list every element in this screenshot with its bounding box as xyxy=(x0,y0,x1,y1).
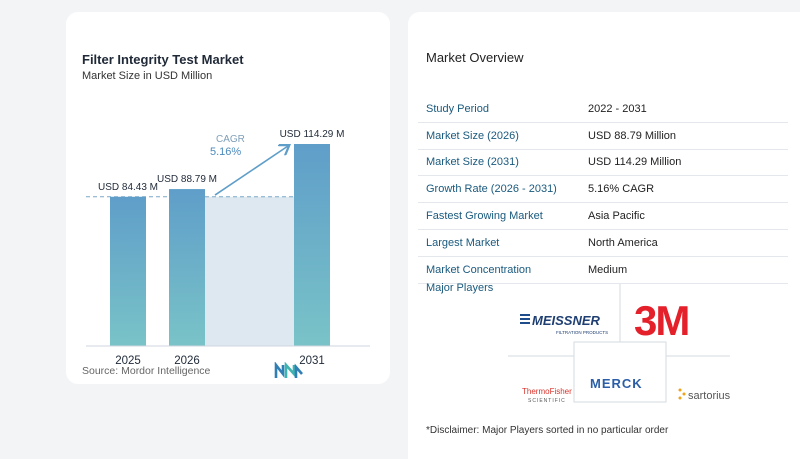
bar-2031 xyxy=(294,144,330,346)
meissner-logo: MEISSNER FILTRATION PRODUCTS xyxy=(520,313,608,335)
table-row: Market Size (2026) USD 88.79 Million xyxy=(418,123,788,150)
row-value: 5.16% CAGR xyxy=(588,183,655,196)
logo-divider xyxy=(573,341,667,403)
row-value: Medium xyxy=(588,263,628,276)
source-note: Source: Mordor Intelligence xyxy=(82,365,211,377)
table-row: Growth Rate (2026 - 2031) 5.16% CAGR xyxy=(418,176,788,204)
chart-card: Filter Integrity Test Market Market Size… xyxy=(66,12,390,384)
row-label: Market Concentration xyxy=(426,263,532,276)
3m-logo: 3M xyxy=(634,297,688,344)
row-value: Asia Pacific xyxy=(588,210,645,223)
chart-title: Filter Integrity Test Market xyxy=(82,52,244,67)
tick-label-2025: 2025 xyxy=(115,355,141,367)
row-label: Largest Market xyxy=(426,236,500,249)
bar-chart: USD 84.43 M 2025 USD 88.79 M 2026 USD 114.29… xyxy=(86,129,370,367)
tick-label-2031: 2031 xyxy=(299,355,325,367)
merck-logo: MERCK xyxy=(590,376,643,391)
row-value: 2022 - 2031 xyxy=(588,102,647,115)
row-label: Fastest Growing Market xyxy=(426,210,543,223)
overview-title: Market Overview xyxy=(426,50,524,65)
table-row: Study Period 2022 - 2031 xyxy=(418,96,788,123)
meissner-subtext: FILTRATION PRODUCTS xyxy=(556,330,608,335)
sartorius-logo: sartorius xyxy=(678,388,731,402)
thermofisher-sub: SCIENTIFIC xyxy=(528,398,566,404)
player-logos: MEISSNER FILTRATION PRODUCTS 3M ThermoFi… xyxy=(508,284,731,404)
mordor-logo-icon xyxy=(274,362,303,378)
data-label-2026: USD 88.79 M xyxy=(157,174,217,185)
bar-2025 xyxy=(110,196,146,346)
cagr-label: CAGR xyxy=(216,134,245,145)
row-value: North America xyxy=(588,236,658,249)
row-label: Market Size (2031) xyxy=(426,156,519,169)
data-label-2025: USD 84.43 M xyxy=(98,182,158,193)
major-players-title: Major Players xyxy=(426,282,494,294)
table-row: Market Concentration Medium xyxy=(418,257,788,284)
overview-table: Study Period 2022 - 2031 Market Size (202… xyxy=(418,96,788,284)
meissner-text: MEISSNER xyxy=(532,313,601,328)
growth-band xyxy=(205,196,294,346)
cagr-arrow xyxy=(214,146,288,196)
table-row: Largest Market North America xyxy=(418,230,788,257)
market-overview-panel: Market Overview Study Period 2022 - 2031 … xyxy=(408,12,800,459)
row-label: Growth Rate (2026 - 2031) xyxy=(426,183,557,196)
bar-2026 xyxy=(169,189,205,346)
row-value: USD 88.79 Million xyxy=(588,129,677,142)
table-row: Fastest Growing Market Asia Pacific xyxy=(418,203,788,230)
sartorius-text: sartorius xyxy=(688,390,731,402)
chart-subtitle: Market Size in USD Million xyxy=(82,70,213,82)
row-label: Study Period xyxy=(426,102,489,115)
table-row: Market Size (2031) USD 114.29 Million xyxy=(418,150,788,177)
row-label: Market Size (2026) xyxy=(426,129,519,142)
disclaimer: *Disclaimer: Major Players sorted in no … xyxy=(426,425,669,436)
thermofisher-logo: ThermoFisher xyxy=(522,387,572,396)
cagr-value: 5.16% xyxy=(210,146,241,158)
row-value: USD 114.29 Million xyxy=(588,156,682,169)
tick-label-2026: 2026 xyxy=(174,355,200,367)
data-label-2031: USD 114.29 M xyxy=(280,129,345,140)
